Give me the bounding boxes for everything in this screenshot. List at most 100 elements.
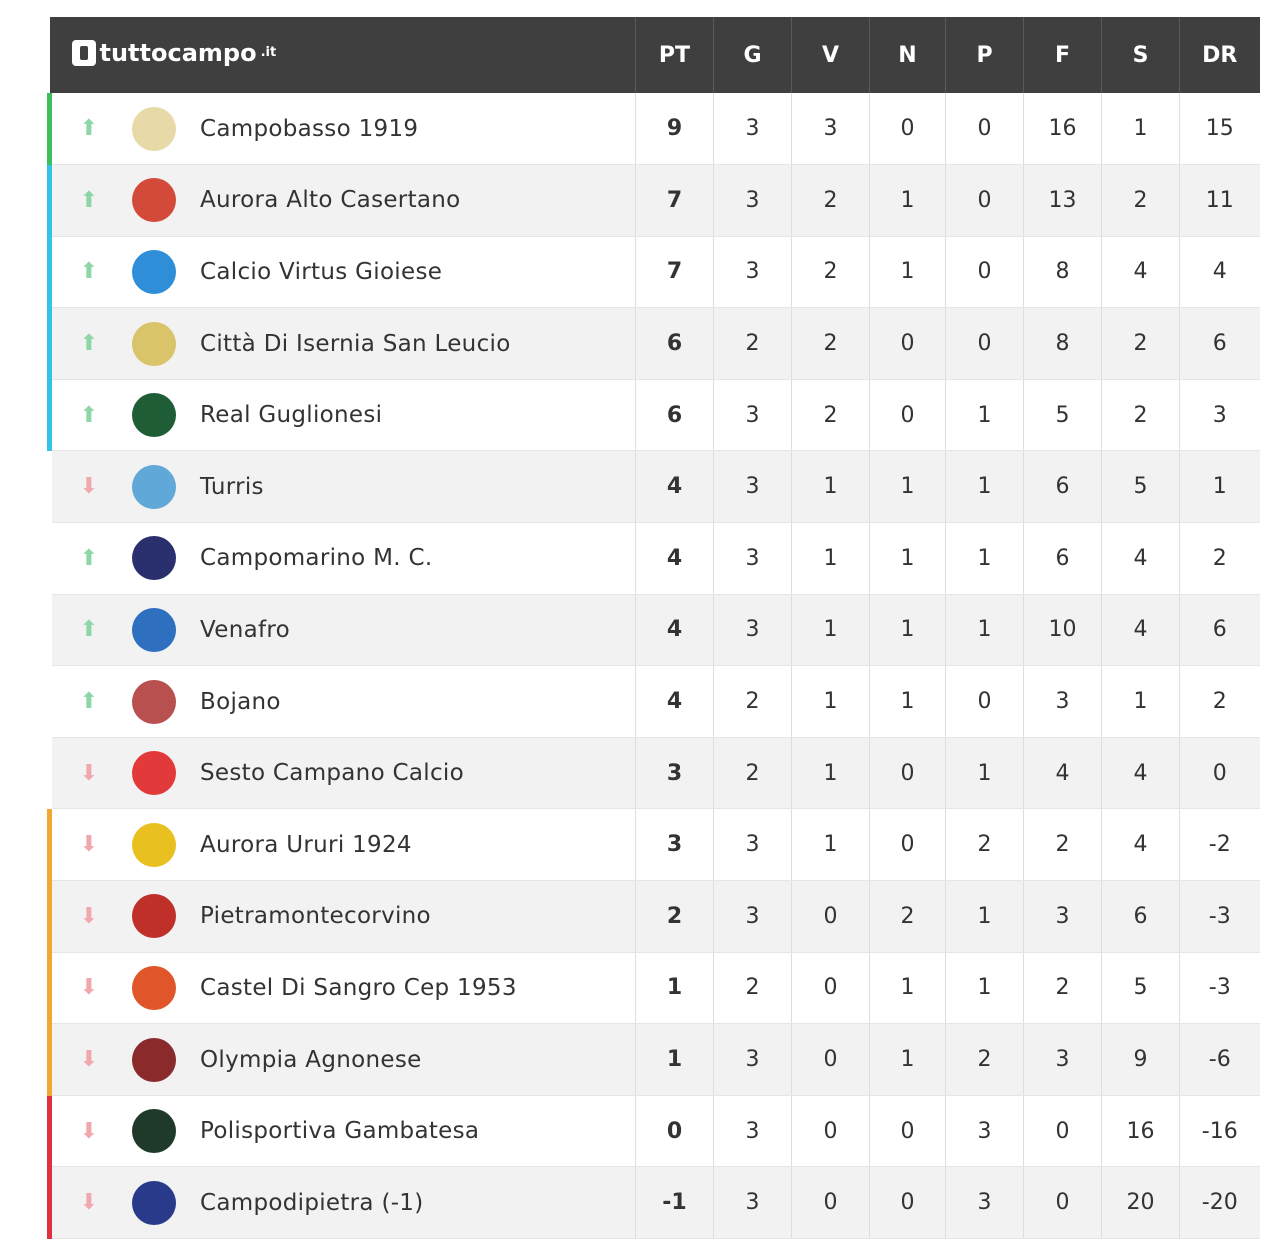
stat-pt: 4 <box>635 665 714 738</box>
stat-n: 1 <box>869 450 946 524</box>
table-row[interactable]: ⬆ Campomarino M. C. 4 3 1 1 1 6 4 2 <box>49 522 1260 595</box>
stat-p: 3 <box>945 1166 1024 1239</box>
table-row[interactable]: ⬆ Aurora Alto Casertano 7 3 2 1 0 13 2 11 <box>47 164 1260 237</box>
team-name[interactable]: Turris <box>200 473 264 500</box>
stat-v: 0 <box>791 1023 870 1096</box>
stat-f: 10 <box>1023 594 1102 667</box>
stat-n: 0 <box>869 1166 946 1239</box>
stat-f: 3 <box>1023 880 1102 953</box>
stat-n: 1 <box>869 1023 946 1096</box>
stat-f: 2 <box>1023 952 1102 1025</box>
team-name[interactable]: Campodipietra (-1) <box>200 1189 424 1216</box>
stat-f: 0 <box>1023 1095 1102 1168</box>
table-row[interactable]: ⬇ Castel Di Sangro Cep 1953 1 2 0 1 1 2 5 -3 <box>47 952 1260 1025</box>
table-row[interactable]: ⬆ Campobasso 1919 9 3 3 0 0 16 1 15 <box>47 93 1260 166</box>
stat-s: 4 <box>1101 594 1180 667</box>
team-cell-content: ⬆ Campomarino M. C. <box>52 523 635 593</box>
team-name[interactable]: Sesto Campano Calcio <box>200 760 464 787</box>
team-cell: ⬆ Aurora Alto Casertano <box>47 164 636 237</box>
team-name[interactable]: Polisportiva Gambatesa <box>200 1118 480 1145</box>
table-row[interactable]: ⬆ Bojano 4 2 1 1 0 3 1 2 <box>49 665 1260 738</box>
stat-v: 3 <box>791 93 870 166</box>
stat-v: 2 <box>791 236 870 309</box>
team-cell-content: ⬇ Turris <box>52 452 635 522</box>
team-name[interactable]: Campobasso 1919 <box>200 115 419 142</box>
stat-n: 0 <box>869 379 946 452</box>
stat-pt: 0 <box>635 1095 714 1168</box>
column-header-n[interactable]: N <box>869 17 946 93</box>
team-cell-content: ⬆ Venafro <box>52 595 635 665</box>
stat-n: 1 <box>869 594 946 667</box>
team-name[interactable]: Venafro <box>200 616 290 643</box>
column-header-pt[interactable]: PT <box>635 17 714 93</box>
table-row[interactable]: ⬆ Città Di Isernia San Leucio 6 2 2 0 0 8 2 6 <box>47 307 1260 380</box>
tuttocampo-logo[interactable]: tuttocampo .it <box>71 39 276 67</box>
stat-f: 2 <box>1023 808 1102 882</box>
team-crest-icon <box>132 393 176 438</box>
column-header-s[interactable]: S <box>1101 17 1180 93</box>
team-cell: ⬆ Venafro <box>49 594 636 667</box>
table-row[interactable]: ⬇ Campodipietra (-1) -1 3 0 0 3 0 20 -20 <box>47 1166 1260 1239</box>
stat-v: 0 <box>791 952 870 1025</box>
team-cell-content: ⬆ Campobasso 1919 <box>52 94 635 164</box>
team-name[interactable]: Campomarino M. C. <box>200 545 433 572</box>
stat-n: 0 <box>869 307 946 380</box>
column-header-f[interactable]: F <box>1023 17 1102 93</box>
stat-n: 0 <box>869 93 946 166</box>
stat-n: 2 <box>869 880 946 953</box>
stat-pt: 4 <box>635 450 714 524</box>
stat-s: 1 <box>1101 93 1180 166</box>
team-crest-icon <box>132 321 176 366</box>
stat-f: 0 <box>1023 1166 1102 1239</box>
team-name[interactable]: Castel Di Sangro Cep 1953 <box>200 974 517 1001</box>
table-row[interactable]: ⬆ Calcio Virtus Gioiese 7 3 2 1 0 8 4 4 <box>47 236 1260 309</box>
team-crest-icon <box>132 106 176 151</box>
stat-s: 1 <box>1101 665 1180 738</box>
column-header-dr[interactable]: DR <box>1179 17 1260 93</box>
stat-g: 3 <box>713 880 792 953</box>
column-header-v[interactable]: V <box>791 17 870 93</box>
table-row[interactable]: ⬇ Polisportiva Gambatesa 0 3 0 0 3 0 16 -16 <box>47 1095 1260 1168</box>
stat-f: 4 <box>1023 737 1102 810</box>
stat-p: 1 <box>945 952 1024 1025</box>
table-row[interactable]: ⬆ Real Guglionesi 6 3 2 0 1 5 2 3 <box>47 379 1260 452</box>
team-name[interactable]: Real Guglionesi <box>200 402 383 429</box>
table-row[interactable]: ⬇ Pietramontecorvino 2 3 0 2 1 3 6 -3 <box>47 880 1260 953</box>
team-cell: ⬆ Campobasso 1919 <box>47 93 636 166</box>
stat-g: 2 <box>713 952 792 1025</box>
team-name[interactable]: Calcio Virtus Gioiese <box>200 258 443 285</box>
arrow-up-icon: ⬆ <box>79 689 99 715</box>
stat-p: 1 <box>945 450 1024 524</box>
arrow-down-icon: ⬇ <box>79 1047 99 1073</box>
table-row[interactable]: ⬇ Turris 4 3 1 1 1 6 5 1 <box>49 450 1260 524</box>
table-row[interactable]: ⬆ Venafro 4 3 1 1 1 10 4 6 <box>49 594 1260 667</box>
table-row[interactable]: ⬇ Sesto Campano Calcio 3 2 1 0 1 4 4 0 <box>49 737 1260 810</box>
team-name[interactable]: Città Di Isernia San Leucio <box>200 330 511 357</box>
column-header-p[interactable]: P <box>945 17 1024 93</box>
stat-pt: 4 <box>635 594 714 667</box>
stat-g: 3 <box>713 808 792 882</box>
table-row[interactable]: ⬇ Olympia Agnonese 1 3 0 1 2 3 9 -6 <box>47 1023 1260 1096</box>
team-name[interactable]: Aurora Ururi 1924 <box>200 831 412 858</box>
team-name[interactable]: Pietramontecorvino <box>200 903 431 930</box>
team-name[interactable]: Aurora Alto Casertano <box>200 187 461 214</box>
table-row[interactable]: ⬇ Aurora Ururi 1924 3 3 1 0 2 2 4 -2 <box>47 808 1260 882</box>
column-header-g[interactable]: G <box>713 17 792 93</box>
stat-dr: 0 <box>1179 737 1260 810</box>
stat-f: 8 <box>1023 307 1102 380</box>
stat-dr: 6 <box>1179 594 1260 667</box>
stat-p: 1 <box>945 522 1024 595</box>
tuttocampo-logo-icon <box>71 39 96 66</box>
team-name[interactable]: Bojano <box>200 688 281 715</box>
stat-g: 3 <box>713 1023 792 1096</box>
stat-s: 9 <box>1101 1023 1180 1096</box>
stat-p: 3 <box>945 1095 1024 1168</box>
stat-pt: 3 <box>635 737 714 810</box>
stat-pt: 4 <box>635 522 714 595</box>
team-crest-icon <box>132 464 176 509</box>
team-name[interactable]: Olympia Agnonese <box>200 1046 422 1073</box>
stat-p: 1 <box>945 880 1024 953</box>
stat-dr: -6 <box>1179 1023 1260 1096</box>
arrow-up-icon: ⬆ <box>79 617 99 643</box>
stat-s: 4 <box>1101 236 1180 309</box>
